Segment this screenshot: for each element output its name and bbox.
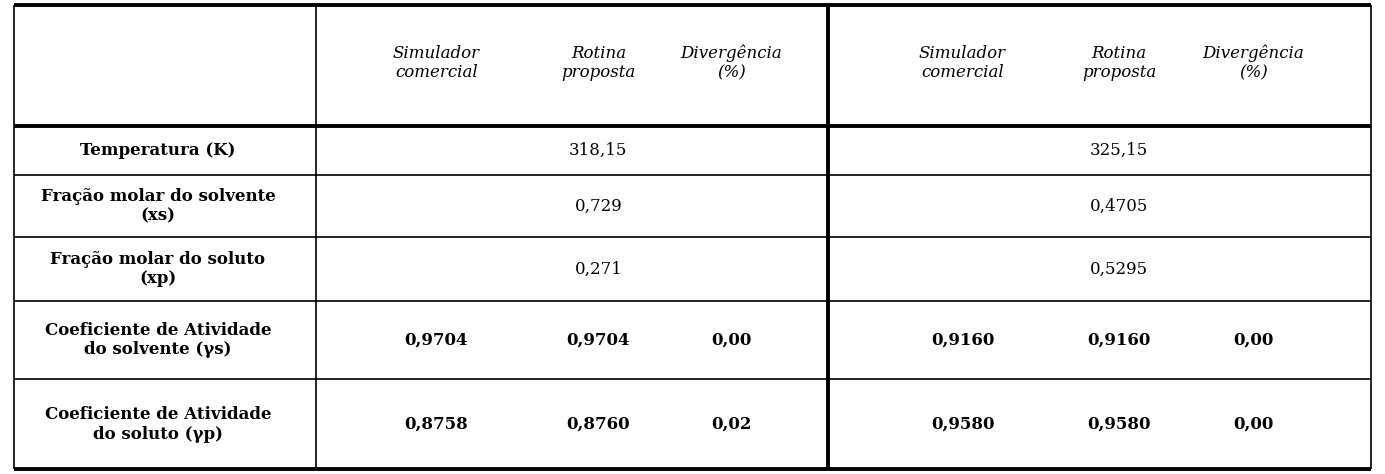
Text: Fração molar do solvente
(xs): Fração molar do solvente (xs) <box>40 188 276 225</box>
Text: 0,9704: 0,9704 <box>566 332 630 348</box>
Text: 325,15: 325,15 <box>1090 142 1148 159</box>
Text: 0,9160: 0,9160 <box>1087 332 1151 348</box>
Text: 0,9160: 0,9160 <box>931 332 994 348</box>
Text: Fração molar do soluto
(xp): Fração molar do soluto (xp) <box>50 251 266 287</box>
Text: 0,5295: 0,5295 <box>1090 261 1148 277</box>
Text: 0,8760: 0,8760 <box>566 416 630 433</box>
Text: 0,00: 0,00 <box>1233 332 1274 348</box>
Text: Coeficiente de Atividade
do solvente (γs): Coeficiente de Atividade do solvente (γs… <box>44 322 271 358</box>
Text: 318,15: 318,15 <box>569 142 627 159</box>
Text: Simulador
comercial: Simulador comercial <box>393 45 479 82</box>
Text: 0,729: 0,729 <box>575 198 622 215</box>
Text: Divergência
(%): Divergência (%) <box>680 45 783 82</box>
Text: 0,02: 0,02 <box>711 416 752 433</box>
Text: Temperatura (K): Temperatura (K) <box>80 142 235 159</box>
Text: 0,8758: 0,8758 <box>404 416 468 433</box>
Text: 0,271: 0,271 <box>575 261 622 277</box>
Text: Coeficiente de Atividade
do soluto (γp): Coeficiente de Atividade do soluto (γp) <box>44 406 271 443</box>
Text: Simulador
comercial: Simulador comercial <box>920 45 1006 82</box>
Text: Divergência
(%): Divergência (%) <box>1202 45 1305 82</box>
Text: 0,00: 0,00 <box>711 332 752 348</box>
Text: 0,4705: 0,4705 <box>1090 198 1148 215</box>
Text: Rotina
proposta: Rotina proposta <box>561 45 636 82</box>
Text: 0,00: 0,00 <box>1233 416 1274 433</box>
Text: 0,9704: 0,9704 <box>404 332 468 348</box>
Text: 0,9580: 0,9580 <box>931 416 994 433</box>
Text: 0,9580: 0,9580 <box>1087 416 1151 433</box>
Text: Rotina
proposta: Rotina proposta <box>1082 45 1156 82</box>
